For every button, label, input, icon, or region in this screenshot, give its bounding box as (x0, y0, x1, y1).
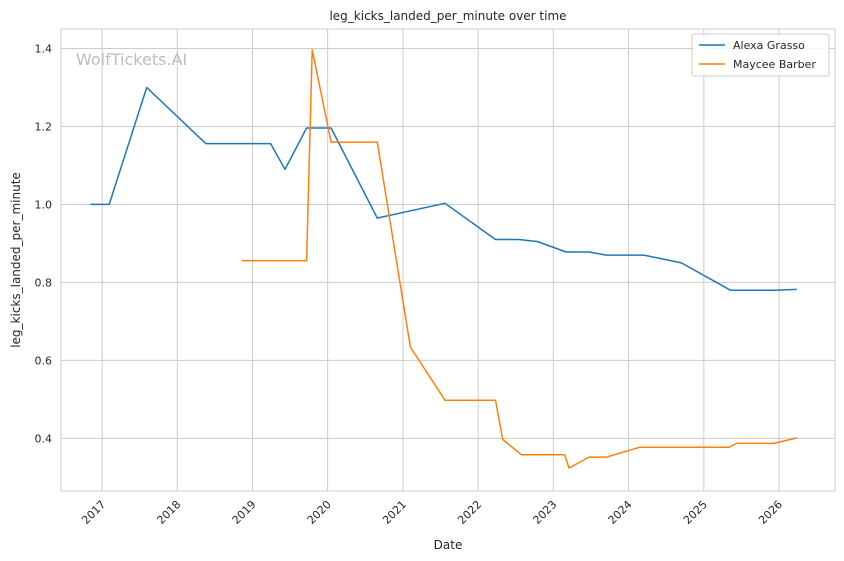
y-axis-label: leg_kicks_landed_per_minute (9, 172, 23, 348)
y-tick-label: 0.8 (35, 276, 53, 289)
series-line-maycee-barber (241, 48, 797, 469)
series-lines (90, 48, 797, 469)
y-tick-label: 1.2 (35, 120, 53, 133)
y-tick-label: 0.4 (35, 432, 53, 445)
series-line-alexa-grasso (90, 86, 797, 291)
legend: Alexa Grasso Maycee Barber (691, 33, 830, 77)
legend-label-alexa-grasso: Alexa Grasso (733, 39, 805, 52)
y-axis-ticks: 0.4 0.6 0.8 1.0 1.2 1.4 (35, 42, 53, 445)
x-axis-label: Date (434, 538, 463, 552)
plot-frame (60, 28, 836, 492)
watermark-text: WolfTickets.AI (76, 50, 187, 69)
legend-label-maycee-barber: Maycee Barber (733, 58, 816, 71)
y-tick-label: 1.0 (35, 198, 53, 211)
grid (61, 29, 835, 491)
y-tick-label: 1.4 (35, 42, 53, 55)
chart-title: leg_kicks_landed_per_minute over time (329, 9, 566, 23)
x-axis-ticks: 2017 2018 2019 2020 2021 2022 2023 2024 2025 2026 (79, 498, 785, 527)
y-tick-label: 0.6 (35, 354, 53, 367)
legend-box (691, 33, 830, 77)
